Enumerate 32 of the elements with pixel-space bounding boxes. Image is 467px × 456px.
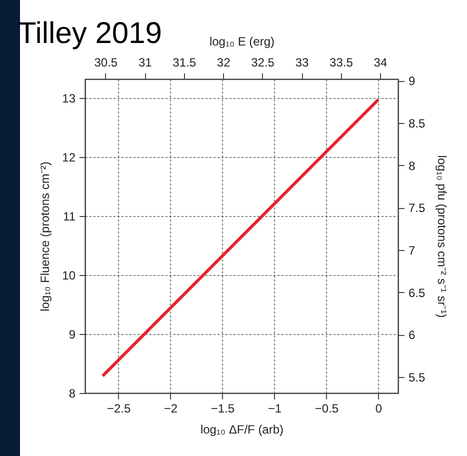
- x-tick-label: −1: [268, 402, 282, 416]
- x2-tick-label: 32: [216, 56, 231, 70]
- y2-tick-label: 8: [408, 158, 416, 173]
- y-tick-label: 12: [62, 150, 76, 164]
- x2-tick-label: 33: [295, 56, 310, 70]
- x2-tick-label: 31.5: [172, 56, 196, 70]
- y2-axis-title: log₁₀ pfu (protons cm⁻² s⁻¹ sr⁻¹): [435, 155, 450, 318]
- y-tick-label: 13: [62, 91, 76, 106]
- x2-tick-label: 31: [138, 56, 152, 70]
- x-axis-title: log₁₀ ΔF/F (arb): [200, 422, 284, 436]
- y-tick-label: 9: [68, 327, 76, 342]
- x-tick-label: −2: [164, 402, 178, 416]
- x-tick-label: 0: [375, 402, 382, 416]
- x-tick-label: −1.5: [210, 402, 235, 416]
- y2-tick-label: 7: [408, 243, 416, 258]
- y-tick-label: 10: [62, 268, 76, 282]
- x2-tick-label: 34: [374, 56, 388, 70]
- y2-tick-label: 9: [408, 74, 416, 88]
- y-axis-title: log₁₀ Fluence (protons cm⁻²): [38, 162, 52, 312]
- x-tick-label: −0.5: [314, 402, 339, 416]
- y-tick-label: 8: [68, 386, 76, 400]
- x2-axis-title: log₁₀ E (erg): [209, 34, 275, 48]
- y2-tick-label: 6: [408, 328, 416, 342]
- x-tick-label: −2.5: [106, 402, 131, 416]
- y2-tick-label: 8.5: [408, 116, 426, 131]
- x2-tick-label: 30.5: [94, 56, 118, 70]
- y2-tick-label: 5.5: [408, 370, 426, 384]
- x2-tick-label: 32.5: [251, 56, 275, 70]
- y2-tick-label: 7.5: [408, 201, 426, 216]
- x2-tick-label: 33.5: [330, 56, 354, 70]
- y-tick-label: 11: [63, 209, 76, 224]
- y2-tick-label: 6.5: [408, 286, 426, 300]
